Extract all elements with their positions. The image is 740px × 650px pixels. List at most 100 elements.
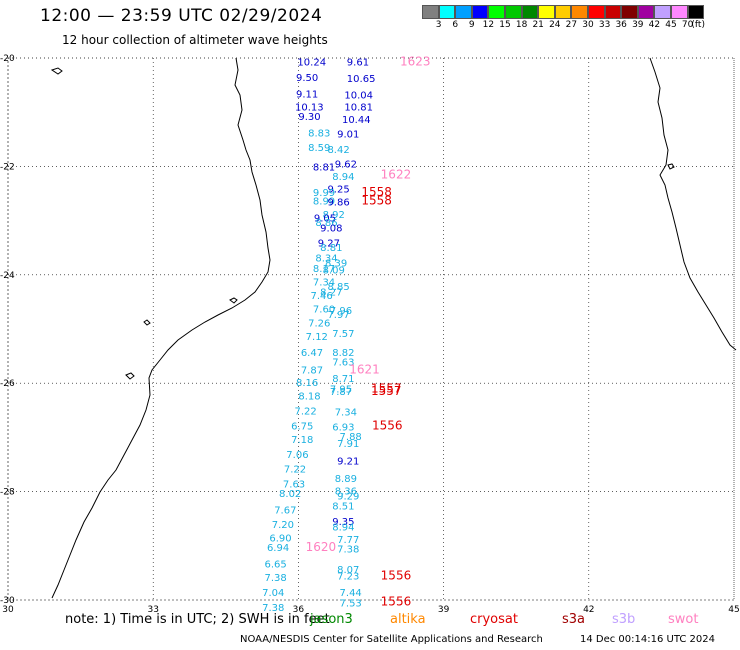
wave-height-label: 8.18 (298, 391, 320, 402)
wave-height-label: 7.04 (262, 588, 284, 599)
axis-tick-labels: 30 33 36 39 42 45 -20 -22 -24 -26 -28 -30 (0, 54, 740, 615)
legend-bin-label: 18 (515, 20, 528, 30)
legend-bin-label: 39 (632, 20, 644, 30)
wave-height-label: 7.96 (330, 306, 352, 317)
legend-swatch (621, 5, 638, 19)
africa-coastline (51, 57, 271, 599)
latitude-tick-label: -20 (0, 54, 15, 64)
legend-bin-label: 42 (648, 20, 661, 30)
map-frame (7, 57, 735, 601)
map-title: 12:00 — 23:59 UTC 02/29/2024 (40, 6, 323, 26)
madagascar-coastline (649, 57, 737, 351)
wave-height-label: 7.95 (330, 384, 352, 395)
legend-swatch (687, 5, 705, 19)
wave-height-label: 7.46 (311, 291, 333, 302)
legend-swatch (571, 5, 588, 19)
wave-height-label: 8.99 (313, 196, 335, 207)
legend-swatch (471, 5, 489, 19)
legend-bin-label: 33 (598, 20, 611, 30)
wave-height-label: 9.27 (318, 239, 340, 250)
wave-height-label: 7.77 (337, 535, 359, 546)
legend-bin-label: 9 (468, 20, 475, 30)
legend-swatch (422, 5, 439, 19)
wave-height-label: 9.05 (314, 214, 336, 225)
mission-label-altika: altika (390, 612, 426, 627)
legend-swatch (455, 5, 472, 19)
wave-height-label: 7.38 (265, 573, 287, 584)
map-subtitle: 12 hour collection of altimeter wave hei… (62, 33, 328, 47)
wave-height-label: 9.35 (332, 517, 354, 528)
graticule (7, 57, 735, 601)
legend-swatch (521, 5, 539, 19)
wave-height-label: 1623 (400, 55, 431, 69)
legend-bin-label: 30 (582, 20, 594, 30)
wave-height-label: 9.11 (296, 90, 318, 101)
wave-height-label: 7.18 (291, 435, 313, 446)
legend-swatch (538, 5, 555, 19)
mission-label-s3a: s3a (562, 612, 586, 627)
legend-bin-label: 24 (549, 20, 561, 30)
longitude-tick-label: 33 (147, 605, 158, 615)
legend-bin-label: 70 (681, 20, 694, 30)
legend-bin-label: 36 (615, 20, 627, 30)
wave-height-label: 10.65 (347, 74, 376, 85)
wave-height-label: 8.92 (323, 210, 345, 221)
wave-height-label: 1557 (371, 384, 402, 398)
mission-label-cryosat: cryosat (470, 612, 518, 627)
wave-height-label: 6.65 (265, 559, 287, 570)
wave-height-label: 6.94 (267, 543, 289, 554)
wave-height-label: 7.12 (306, 332, 328, 343)
wave-height-label: 9.86 (327, 197, 349, 208)
wave-height-label: 9.50 (296, 73, 318, 84)
wave-height-label: 1558 (361, 185, 392, 199)
wave-height-label: 8.09 (323, 266, 345, 277)
wave-height-label: 9.99 (313, 188, 335, 199)
legend-swatch-row (422, 5, 705, 19)
wave-height-label: 1558 (361, 193, 392, 207)
wave-height-label: 8.81 (313, 163, 335, 174)
wave-height-label: 7.88 (340, 432, 362, 443)
longitude-tick-label: 36 (293, 605, 305, 615)
legend-swatch (604, 5, 622, 19)
wave-height-label: 7.87 (301, 365, 323, 376)
wave-height-label: 9.30 (298, 112, 320, 123)
wave-height-label: 6.47 (301, 348, 323, 359)
legend-swatch (654, 5, 671, 19)
wave-height-label: 7.22 (284, 465, 306, 476)
wave-height-label: 8.36 (335, 486, 357, 497)
wave-height-label: 9.25 (327, 184, 349, 195)
wave-height-label: 9.62 (335, 159, 357, 170)
wave-height-label: 7.91 (337, 439, 359, 450)
wave-height-label: 7.44 (340, 588, 362, 599)
color-legend: 3 6 9 12 15 18 21 24 27 30 33 36 39 42 45 70 (ft) (422, 5, 705, 35)
legend-swatch (504, 5, 522, 19)
legend-bin-label: 21 (532, 20, 544, 30)
wave-height-label: 6.75 (291, 421, 313, 432)
wave-height-label: 7.53 (340, 599, 362, 610)
wave-height-label: 7.38 (262, 603, 284, 614)
wave-height-label: 8.51 (332, 501, 354, 512)
island (229, 297, 238, 304)
wave-height-label: 8.39 (325, 259, 347, 270)
legend-bin-label: 3 (435, 20, 442, 30)
wave-height-label: 8.85 (327, 282, 349, 293)
wave-height-label: 10.24 (297, 58, 326, 69)
wave-height-label: 7.87 (330, 387, 352, 398)
wave-height-label: 1556 (381, 568, 412, 582)
generated-timestamp: 14 Dec 00:14:16 UTC 2024 (580, 634, 715, 645)
legend-swatch (554, 5, 572, 19)
wave-height-label: 7.57 (332, 329, 354, 340)
legend-bin-label: 15 (499, 20, 511, 30)
wave-height-label: 7.38 (337, 544, 359, 555)
wave-height-label: 8.07 (337, 565, 359, 576)
legend-bin-label: 12 (482, 20, 495, 30)
wave-height-label: 8.02 (279, 489, 301, 500)
wave-height-label: 7.34 (335, 408, 357, 419)
wave-height-label: 7.06 (286, 450, 308, 461)
wave-height-label: 7.63 (332, 357, 354, 368)
wave-height-label: 8.94 (332, 172, 354, 183)
footer-note: note: 1) Time is in UTC; 2) SWH is in fe… (65, 612, 330, 627)
wave-height-label: 8.17 (313, 264, 335, 275)
legend-bin-label: 27 (565, 20, 578, 30)
